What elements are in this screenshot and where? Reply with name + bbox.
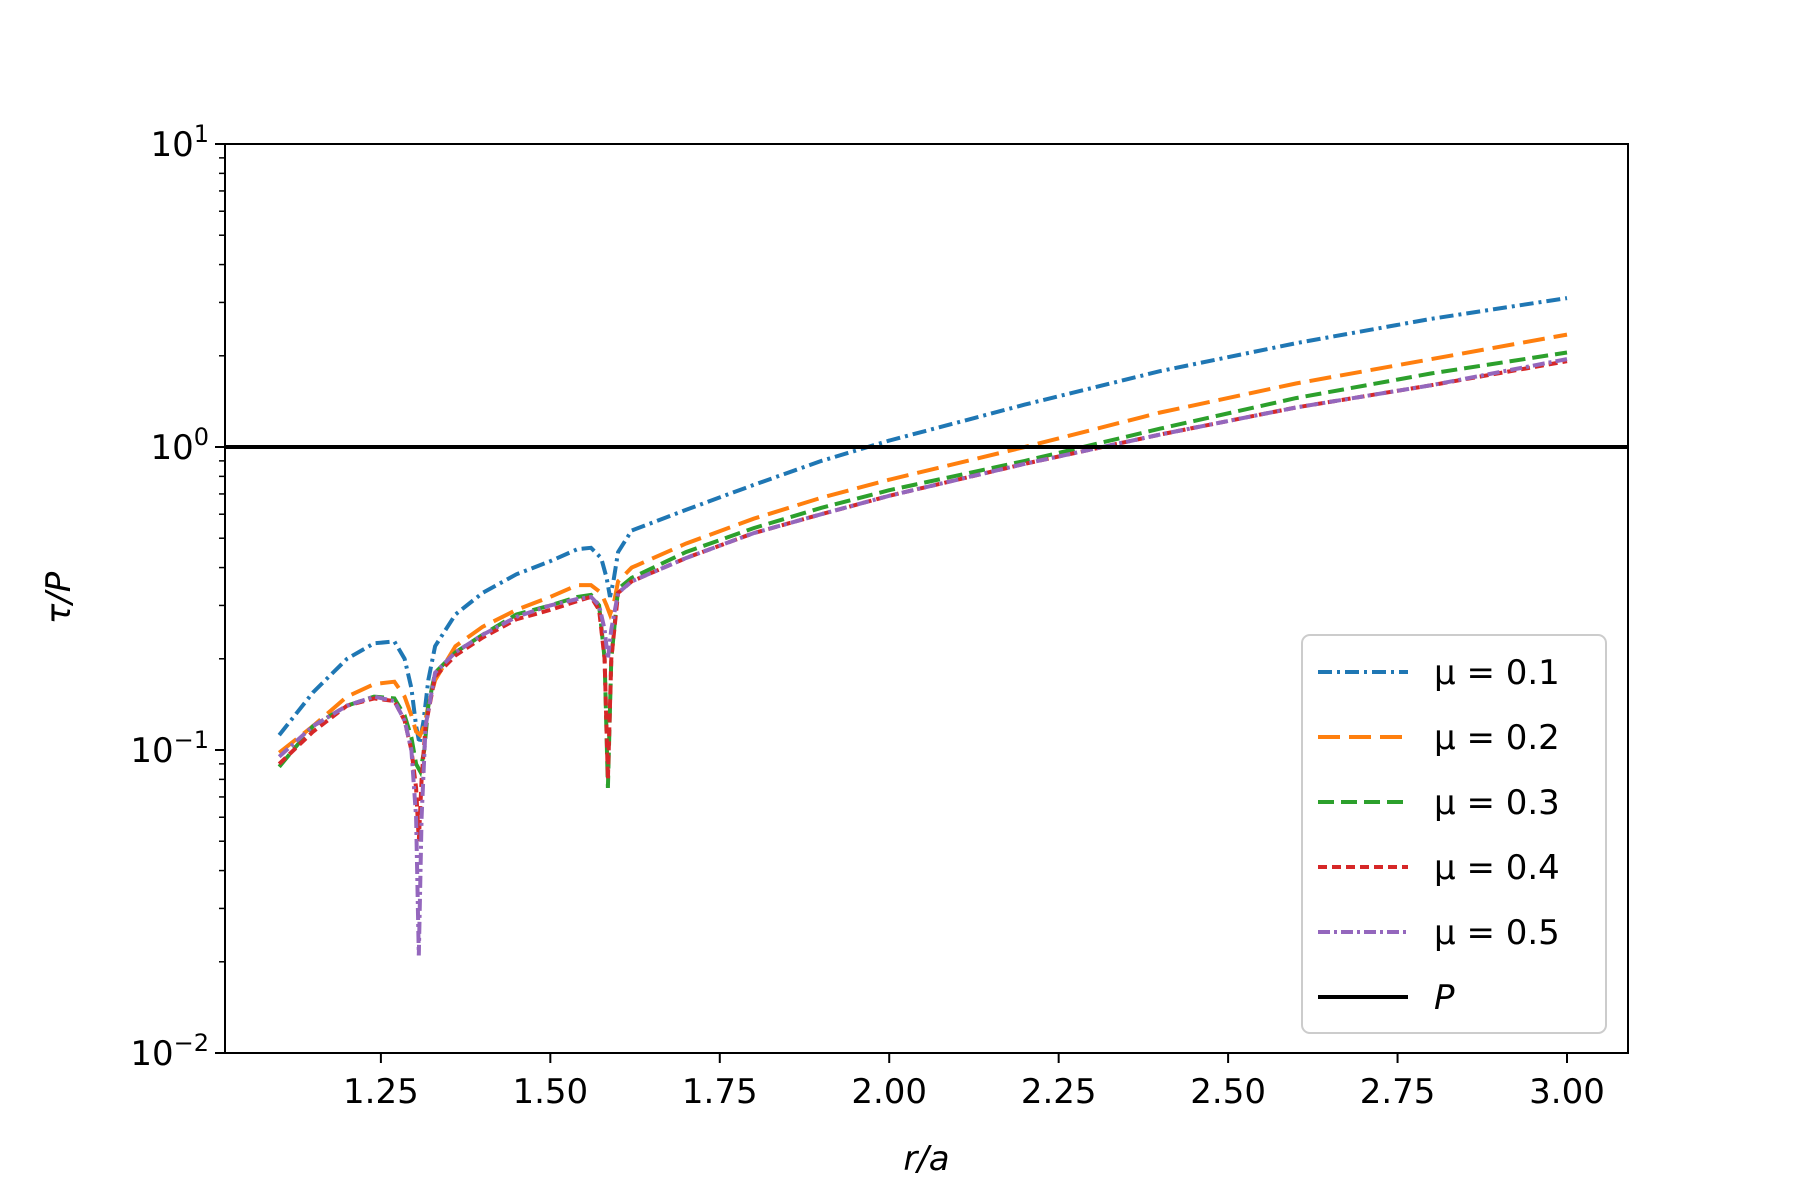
series-line-5 xyxy=(277,357,1568,956)
y-tick-label: 100 xyxy=(150,423,209,468)
y-axis: 101 100 10−1 10−2 xyxy=(130,120,225,1074)
y-axis-label: τ/P xyxy=(39,571,79,624)
legend-label: μ = 0.2 xyxy=(1434,718,1560,758)
y-tick-label: 10−1 xyxy=(130,726,209,771)
legend-label: μ = 0.4 xyxy=(1434,848,1560,888)
x-tick-label: 2.25 xyxy=(1021,1072,1097,1112)
x-axis: 1.25 1.50 1.75 2.00 2.25 2.50 2.75 3.00 xyxy=(343,1053,1605,1112)
x-tick-label: 2.00 xyxy=(851,1072,927,1112)
y-tick-label: 101 xyxy=(150,120,209,165)
x-tick-label: 1.50 xyxy=(512,1072,588,1112)
x-tick-label: 2.75 xyxy=(1360,1072,1436,1112)
legend-label: μ = 0.3 xyxy=(1434,783,1560,823)
legend-label: P xyxy=(1434,978,1455,1018)
plot-lines xyxy=(225,296,1628,956)
y-tick-label: 10−2 xyxy=(130,1029,209,1074)
x-tick-label: 3.00 xyxy=(1529,1072,1605,1112)
legend-label: μ = 0.5 xyxy=(1434,913,1560,953)
legend: μ = 0.1 μ = 0.2 μ = 0.3 μ = 0.4 μ = 0.5 P xyxy=(1301,634,1607,1034)
legend-box xyxy=(1301,634,1607,1034)
x-axis-label: r/a xyxy=(903,1139,949,1179)
series-line-2 xyxy=(277,332,1568,755)
legend-label: μ = 0.1 xyxy=(1434,653,1560,693)
x-tick-label: 1.75 xyxy=(682,1072,758,1112)
x-tick-label: 2.50 xyxy=(1190,1072,1266,1112)
x-tick-label: 1.25 xyxy=(343,1072,419,1112)
plot-frame xyxy=(224,143,1629,1054)
